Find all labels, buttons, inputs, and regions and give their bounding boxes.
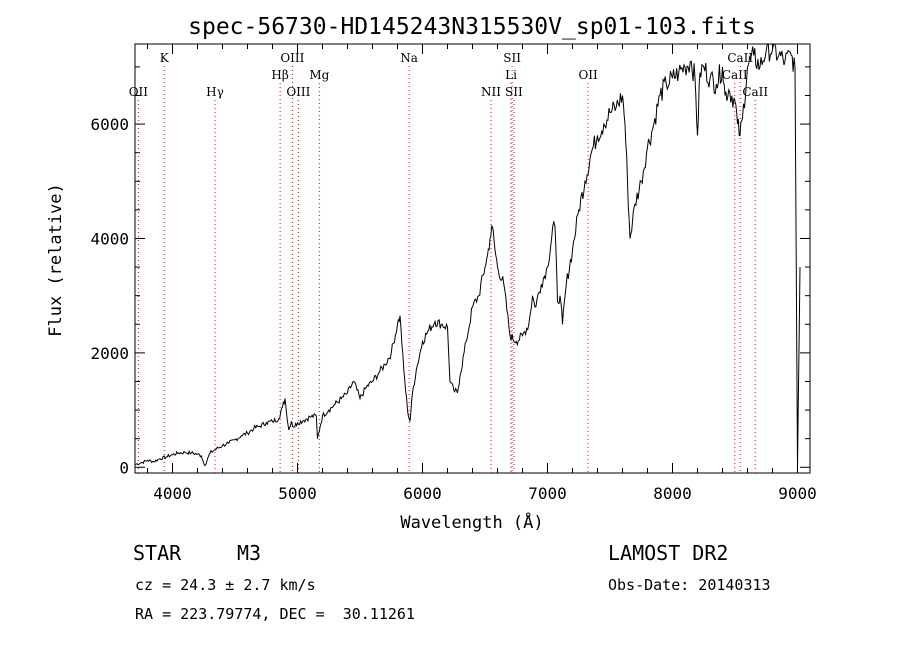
spectral-line-label: Hγ — [206, 85, 224, 99]
spectral-line-label: OII — [129, 85, 149, 99]
plot-frame — [134, 43, 811, 474]
spectral-line-label: OII — [578, 68, 598, 82]
object-class: STAR — [133, 541, 182, 565]
x-tick-label: 9000 — [778, 484, 817, 503]
redshift-readout: cz = 24.3 ± 2.7 km/s — [135, 576, 316, 594]
chart-title: spec-56730-HD145243N315530V_sp01-103.fit… — [188, 14, 756, 40]
x-tick-label: 4000 — [153, 484, 192, 503]
x-tick-label: 7000 — [528, 484, 567, 503]
object-subclass: M3 — [237, 541, 262, 565]
y-tick-label: 0 — [119, 458, 129, 477]
y-axis-label: Flux (relative) — [46, 183, 66, 337]
spectral-line-label: K — [160, 51, 170, 65]
spectral-line-label: OIII — [286, 85, 310, 99]
spectral-line-label: Li — [505, 68, 517, 82]
spectral-line-label: OIII — [280, 51, 304, 65]
spectral-line-label: SII — [505, 85, 523, 99]
y-tick-label: 6000 — [90, 115, 129, 134]
x-tick-label: 5000 — [278, 484, 317, 503]
x-axis-label: Wavelength (Å) — [400, 511, 543, 533]
spectrum-line — [134, 43, 801, 468]
y-tick-label: 2000 — [90, 344, 129, 363]
spectral-line-label: Hβ — [271, 68, 288, 82]
y-tick-label: 4000 — [90, 229, 129, 248]
observation-date: Obs-Date: 20140313 — [608, 576, 771, 594]
plot-area: 4000 5000 6000 7000 8000 9000 0 2000 4000 6000 OII… — [90, 43, 817, 503]
spectral-line-label: CaII — [727, 51, 753, 65]
spectral-line-label: NII — [481, 85, 501, 99]
spectral-line-label: CaII — [742, 85, 768, 99]
spectral-line-label: CaII — [722, 68, 748, 82]
x-tick-label: 8000 — [653, 484, 692, 503]
spectral-line-label: Na — [400, 51, 418, 65]
spectral-line-label: SII — [503, 51, 521, 65]
spectral-line-label: Mg — [309, 68, 329, 82]
survey-name: LAMOST DR2 — [608, 541, 729, 565]
coordinates-readout: RA = 223.79774, DEC = 30.11261 — [135, 605, 415, 623]
x-tick-label: 6000 — [403, 484, 442, 503]
